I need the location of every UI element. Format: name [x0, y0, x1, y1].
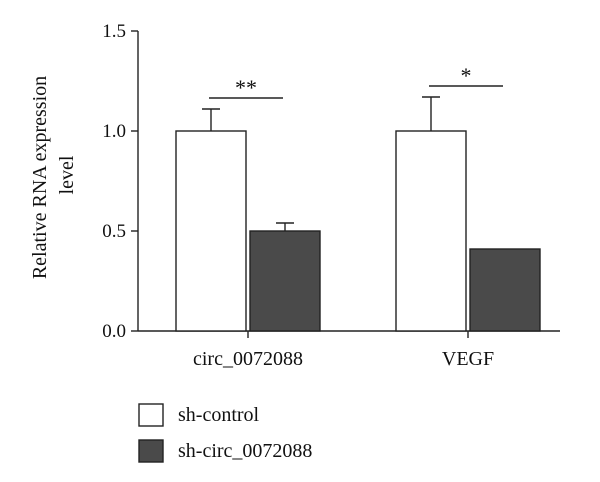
y-tick-label: 0.0: [102, 321, 126, 342]
legend-label: sh-circ_0072088: [178, 440, 312, 462]
y-axis-title: Relative RNA expression level: [29, 71, 78, 279]
x-category-label: VEGF: [442, 348, 494, 370]
error-bars: [202, 96, 440, 231]
significance-markers: ** *: [209, 63, 503, 100]
legend-swatch: [138, 439, 164, 463]
x-category-label: circ_0072088: [193, 348, 303, 370]
bar-sh-control-0: [175, 130, 247, 332]
y-ticks: 0.0 0.5 1.0 1.5: [102, 21, 138, 342]
bar-sh-circ-1: [469, 248, 541, 332]
legend-swatch: [138, 403, 164, 427]
y-axis-title-line-2: level: [56, 155, 78, 194]
y-tick-label: 0.5: [102, 221, 126, 242]
legend-label: sh-control: [178, 404, 260, 426]
y-tick-label: 1.0: [102, 121, 126, 142]
x-categories: circ_0072088 VEGF: [193, 331, 494, 370]
legend: sh-control sh-circ_0072088: [138, 403, 312, 463]
bar-sh-control-1: [395, 130, 467, 332]
bar-sh-circ-0: [249, 230, 321, 332]
significance-label: **: [235, 75, 257, 100]
significance-label: *: [461, 63, 472, 88]
y-axis-title-line-1: Relative RNA expression: [29, 76, 51, 279]
y-tick-label: 1.5: [102, 21, 126, 42]
bars: [175, 130, 541, 332]
